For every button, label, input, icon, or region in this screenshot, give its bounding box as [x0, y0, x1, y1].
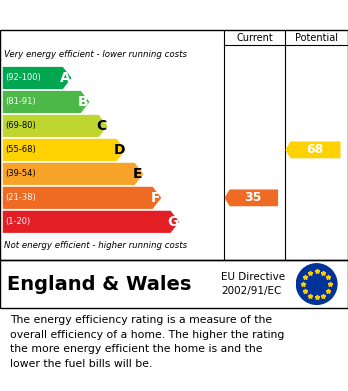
Text: The energy efficiency rating is a measure of the
overall efficiency of a home. T: The energy efficiency rating is a measur… [10, 315, 285, 369]
Text: (1-20): (1-20) [5, 217, 30, 226]
Polygon shape [3, 139, 125, 161]
Text: 68: 68 [306, 143, 323, 156]
Text: G: G [167, 215, 179, 229]
Text: EU Directive
2002/91/EC: EU Directive 2002/91/EC [221, 272, 285, 296]
Text: (81-91): (81-91) [5, 97, 35, 106]
Polygon shape [3, 115, 108, 137]
Text: Energy Efficiency Rating: Energy Efficiency Rating [63, 7, 285, 23]
Text: (69-80): (69-80) [5, 122, 35, 131]
Text: A: A [60, 71, 71, 85]
Text: (55-68): (55-68) [5, 145, 35, 154]
Text: (21-38): (21-38) [5, 193, 35, 202]
Text: Current: Current [237, 32, 273, 43]
Text: Potential: Potential [295, 32, 338, 43]
Text: D: D [113, 143, 125, 157]
Text: B: B [78, 95, 89, 109]
Polygon shape [3, 211, 179, 233]
Polygon shape [3, 91, 89, 113]
Polygon shape [3, 163, 143, 185]
Polygon shape [224, 189, 278, 206]
Text: C: C [96, 119, 106, 133]
Text: 35: 35 [244, 191, 261, 204]
Text: (39-54): (39-54) [5, 169, 35, 178]
Polygon shape [3, 67, 72, 89]
Text: E: E [133, 167, 142, 181]
Text: Very energy efficient - lower running costs: Very energy efficient - lower running co… [4, 50, 187, 59]
Polygon shape [3, 187, 161, 209]
Text: F: F [150, 191, 160, 205]
Text: (92-100): (92-100) [5, 74, 41, 83]
Text: Not energy efficient - higher running costs: Not energy efficient - higher running co… [4, 240, 187, 249]
Polygon shape [285, 142, 340, 158]
Circle shape [296, 264, 337, 304]
Text: England & Wales: England & Wales [7, 274, 191, 294]
